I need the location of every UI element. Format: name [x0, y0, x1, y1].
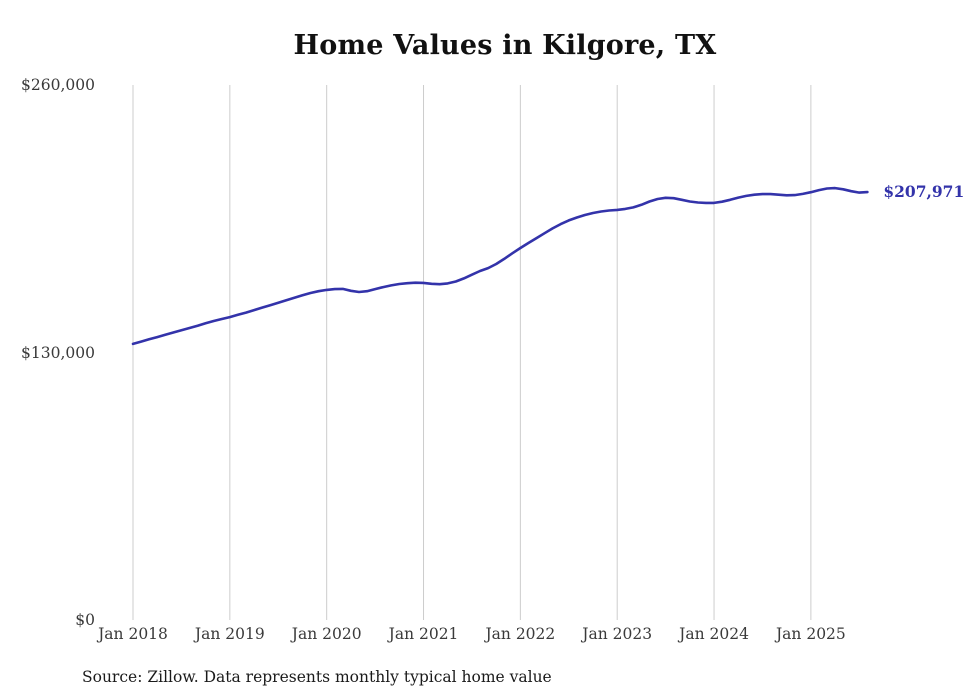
y-tick-label: $0 [75, 611, 95, 629]
x-tick-label: Jan 2021 [388, 625, 459, 643]
chart-title: Home Values in Kilgore, TX [293, 30, 717, 61]
x-tick-label: Jan 2022 [485, 625, 556, 643]
x-tick-label: Jan 2020 [291, 625, 362, 643]
value-line [131, 186, 869, 346]
x-tick-label: Jan 2018 [98, 625, 168, 643]
gridlines [132, 85, 812, 620]
x-tick-label: Jan 2025 [775, 625, 846, 643]
x-tick-label: Jan 2024 [679, 625, 749, 643]
x-tick-label: Jan 2019 [194, 625, 265, 643]
current-value-label: $207,971 [883, 182, 965, 202]
y-tick-label: $130,000 [21, 343, 95, 362]
source-note: Source: Zillow. Data represents monthly … [82, 668, 552, 686]
y-tick-label: $260,000 [21, 76, 95, 94]
x-tick-label: Jan 2023 [582, 625, 653, 643]
